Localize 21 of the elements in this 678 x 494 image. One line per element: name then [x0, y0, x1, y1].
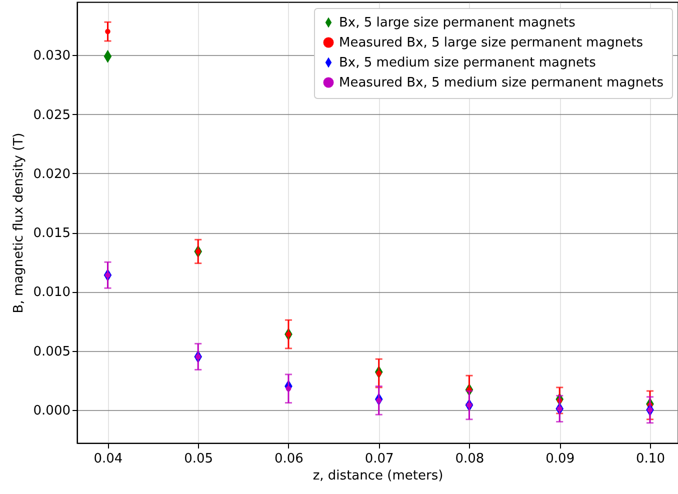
- point: [105, 28, 110, 34]
- x-axis-title: z, distance (meters): [312, 468, 444, 484]
- legend-label: Bx, 5 medium size permanent magnets: [339, 56, 596, 70]
- x-tick-label: 0.08: [455, 452, 484, 466]
- x-tick-label: 0.06: [274, 452, 304, 466]
- y-tick-label: 0.010: [33, 285, 70, 300]
- legend-label: Measured Bx, 5 large size permanent magnets: [339, 36, 644, 50]
- x-tick-label: 0.05: [184, 452, 214, 466]
- y-tick-label: 0.020: [33, 166, 70, 182]
- x-tick-label: 0.10: [636, 452, 665, 466]
- y-tick-label: 0.005: [33, 344, 70, 360]
- legend-label: Measured Bx, 5 medium size permanent magnets: [339, 76, 664, 90]
- y-tick-label: 0.025: [33, 108, 70, 123]
- x-tick-label: 0.07: [364, 452, 394, 466]
- x-tick-label: 0.09: [546, 452, 575, 466]
- y-tick-label: 0.015: [33, 226, 70, 242]
- y-tick-label: 0.000: [33, 403, 70, 418]
- legend-label: Bx, 5 large size permanent magnets: [339, 16, 576, 30]
- x-tick-label: 0.04: [94, 452, 123, 466]
- y-tick-label: 0.030: [33, 48, 70, 64]
- y-axis-title: B, magnetic flux density (T): [11, 132, 26, 314]
